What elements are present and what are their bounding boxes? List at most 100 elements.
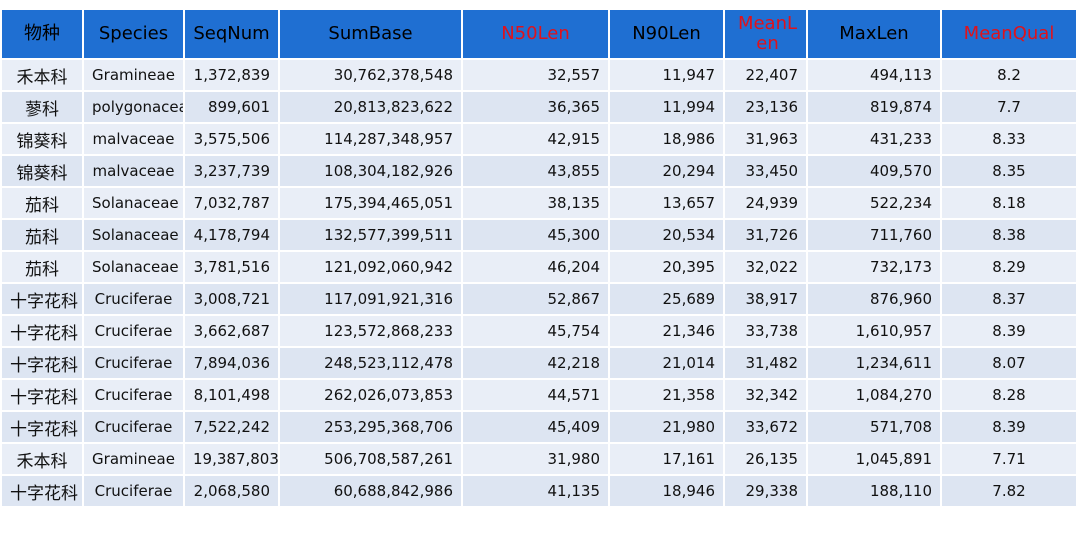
table-cell: 21,980 [608, 410, 725, 444]
table-cell: 8.2 [940, 58, 1078, 92]
table-cell: 876,960 [806, 282, 942, 316]
table-cell: 18,986 [608, 122, 725, 156]
table-cell: 8.29 [940, 250, 1078, 284]
table-cell: malvaceae [82, 122, 185, 156]
table-cell: 1,610,957 [806, 314, 942, 348]
table-row: 禾本科 Gramineae 19,387,803 506,708,587,261 31,… [0, 442, 1078, 476]
table-cell: 25,689 [608, 282, 725, 316]
table-cell: 茄科 [0, 250, 84, 284]
table-cell: malvaceae [82, 154, 185, 188]
table-cell: 21,346 [608, 314, 725, 348]
table-cell: 522,234 [806, 186, 942, 220]
table-row: 十字花科 Cruciferae 7,522,242 253,295,368,706 45… [0, 410, 1078, 444]
table-cell: 899,601 [183, 90, 280, 124]
table-cell: 3,237,739 [183, 154, 280, 188]
table-cell: 3,781,516 [183, 250, 280, 284]
table-cell: 十字花科 [0, 410, 84, 444]
table-cell: 44,571 [461, 378, 610, 412]
table-cell: 26,135 [723, 442, 808, 476]
table-cell: 38,135 [461, 186, 610, 220]
table-cell: 11,947 [608, 58, 725, 92]
header-cell: MeanLen [723, 8, 808, 60]
table-row: 茄科 Solanaceae 3,781,516 121,092,060,942 46,2… [0, 250, 1078, 284]
table-cell: 8.38 [940, 218, 1078, 252]
table-cell: 十字花科 [0, 282, 84, 316]
table-row: 十字花科 Cruciferae 8,101,498 262,026,073,853 44… [0, 378, 1078, 412]
table-cell: 253,295,368,706 [278, 410, 463, 444]
table-row: 十字花科 Cruciferae 2,068,580 60,688,842,986 41,… [0, 474, 1078, 508]
table-cell: Solanaceae [82, 250, 185, 284]
table-cell: 7.82 [940, 474, 1078, 508]
table-cell: 52,867 [461, 282, 610, 316]
table-cell: 8,101,498 [183, 378, 280, 412]
table-cell: 571,708 [806, 410, 942, 444]
table-cell: 31,980 [461, 442, 610, 476]
table-cell: polygonaceae [82, 90, 185, 124]
header-cell: 物种 [0, 8, 84, 60]
table-cell: 32,557 [461, 58, 610, 92]
table-cell: 24,939 [723, 186, 808, 220]
table-cell: 262,026,073,853 [278, 378, 463, 412]
table-cell: 8.07 [940, 346, 1078, 380]
table-cell: 十字花科 [0, 474, 84, 508]
table-row: 蓼科polygonaceae899,60120,813,823,62236,36… [0, 90, 1078, 124]
table-cell: 17,161 [608, 442, 725, 476]
table-cell: 30,762,378,548 [278, 58, 463, 92]
table-cell: 8.18 [940, 186, 1078, 220]
table-cell: 20,534 [608, 218, 725, 252]
header-cell: MaxLen [806, 8, 942, 60]
header-cell: N90Len [608, 8, 725, 60]
table-cell: 43,855 [461, 154, 610, 188]
table-cell: 2,068,580 [183, 474, 280, 508]
table-cell: 33,672 [723, 410, 808, 444]
table-cell: 禾本科 [0, 442, 84, 476]
table-cell: 锦葵科 [0, 154, 84, 188]
table-cell: 4,178,794 [183, 218, 280, 252]
table-cell: 45,300 [461, 218, 610, 252]
table-cell: 123,572,868,233 [278, 314, 463, 348]
table-cell: 42,218 [461, 346, 610, 380]
table-row: 锦葵科 malvaceae 3,575,506 114,287,348,957 42,9… [0, 122, 1078, 156]
table-cell: 431,233 [806, 122, 942, 156]
table-cell: 11,994 [608, 90, 725, 124]
table-row: 十字花科 Cruciferae 3,008,721 117,091,921,316 52… [0, 282, 1078, 316]
table-cell: 3,575,506 [183, 122, 280, 156]
table-cell: 8.39 [940, 410, 1078, 444]
table-row: 锦葵科 malvaceae 3,237,739 108,304,182,926 43,8… [0, 154, 1078, 188]
table-cell: 7,522,242 [183, 410, 280, 444]
table-cell: Cruciferae [82, 314, 185, 348]
table-cell: 3,662,687 [183, 314, 280, 348]
header-cell: Species [82, 8, 185, 60]
table-cell: 33,738 [723, 314, 808, 348]
table-cell: 8.35 [940, 154, 1078, 188]
table-cell: 7.71 [940, 442, 1078, 476]
table-cell: Solanaceae [82, 218, 185, 252]
table-cell: 7.7 [940, 90, 1078, 124]
table-cell: 22,407 [723, 58, 808, 92]
table-cell: 494,113 [806, 58, 942, 92]
table-cell: 19,387,803 [183, 442, 280, 476]
table-cell: 108,304,182,926 [278, 154, 463, 188]
table-cell: 42,915 [461, 122, 610, 156]
table-cell: 23,136 [723, 90, 808, 124]
table-cell: 31,726 [723, 218, 808, 252]
table-cell: 711,760 [806, 218, 942, 252]
table-cell: 1,234,611 [806, 346, 942, 380]
table-cell: 121,092,060,942 [278, 250, 463, 284]
table-cell: 7,032,787 [183, 186, 280, 220]
table-cell: 45,754 [461, 314, 610, 348]
table-cell: 21,358 [608, 378, 725, 412]
table-cell: 38,917 [723, 282, 808, 316]
table-cell: 32,022 [723, 250, 808, 284]
table-row: 茄科 Solanaceae 7,032,787 175,394,465,051 38,1… [0, 186, 1078, 220]
table-cell: Cruciferae [82, 410, 185, 444]
table-cell: 132,577,399,511 [278, 218, 463, 252]
table-cell: 20,395 [608, 250, 725, 284]
table-cell: 18,946 [608, 474, 725, 508]
table-cell: Cruciferae [82, 474, 185, 508]
table-cell: 1,084,270 [806, 378, 942, 412]
table-row: 茄科 Solanaceae 4,178,794 132,577,399,511 45,3… [0, 218, 1078, 252]
table-cell: 31,482 [723, 346, 808, 380]
table-cell: 21,014 [608, 346, 725, 380]
